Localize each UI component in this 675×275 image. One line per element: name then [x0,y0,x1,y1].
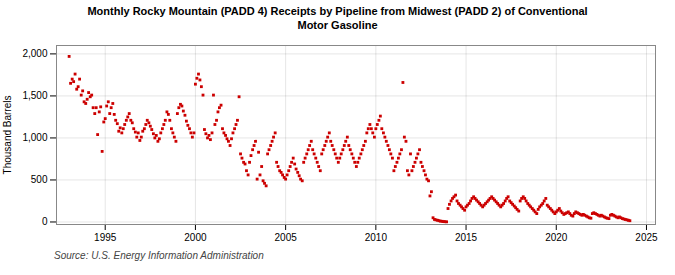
svg-text:0: 0 [42,216,48,227]
svg-text:Thousand Barrels: Thousand Barrels [2,95,13,174]
svg-text:1,500: 1,500 [22,90,47,101]
svg-text:1995: 1995 [94,231,117,242]
svg-text:2,000: 2,000 [22,48,47,59]
svg-text:500: 500 [31,174,48,185]
svg-text:2025: 2025 [635,231,658,242]
svg-text:2010: 2010 [365,231,388,242]
svg-text:2015: 2015 [455,231,478,242]
svg-text:2005: 2005 [275,231,298,242]
html-text:Source: U.S. Energy Informatio: Source: U.S. Energy Information Administ… [54,249,264,261]
html-text:Monthly Rocky Mountain (PADD 4: Monthly Rocky Mountain (PADD 4) Receipts… [87,5,588,32]
svg-text:2020: 2020 [545,231,568,242]
svg-text:2000: 2000 [184,231,207,242]
svg-text:1,000: 1,000 [22,132,47,143]
